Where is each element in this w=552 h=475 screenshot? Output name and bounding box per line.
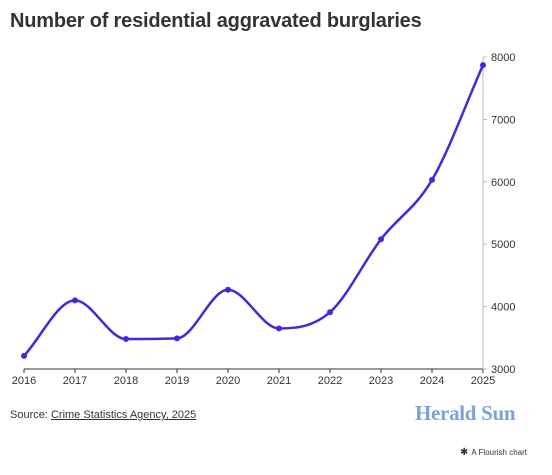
data-point (225, 286, 231, 293)
x-tick-label: 2023 (369, 375, 393, 387)
flourish-credit[interactable]: ✱ A Flourish chart (460, 446, 527, 458)
x-tick-label: 2025 (471, 375, 495, 387)
y-tick-label: 4000 (491, 302, 515, 314)
data-point (327, 309, 333, 316)
x-tick-label: 2020 (216, 375, 240, 387)
flourish-star-icon: ✱ (460, 446, 469, 458)
source-link[interactable]: Crime Statistics Agency, 2025 (50, 409, 197, 421)
data-point (480, 62, 486, 69)
x-tick-label: 2021 (267, 375, 291, 387)
data-point (123, 336, 129, 343)
x-tick-label: 2016 (12, 375, 36, 387)
y-tick-label: 3000 (491, 364, 515, 376)
line-chart: 2016 2017 2018 2019 2020 2021 2022 2023 2024 2025… (12, 52, 516, 387)
chart-title: Number of residential aggravated burglar… (10, 10, 422, 32)
source-prefix: Source: (10, 409, 51, 421)
y-tick-label: 7000 (491, 114, 515, 126)
y-tick-label: 5000 (491, 239, 515, 251)
x-tick-label: 2022 (318, 375, 342, 387)
flourish-credit-label: A Flourish chart (471, 448, 527, 457)
data-point (378, 236, 384, 243)
data-point (72, 297, 78, 304)
x-tick-label: 2017 (63, 375, 87, 387)
data-point (429, 176, 435, 183)
data-point (174, 335, 180, 342)
x-tick-label: 2019 (165, 375, 189, 387)
data-point (276, 325, 282, 332)
data-point (21, 352, 27, 359)
series-line (22, 63, 485, 358)
brand-logo: Herald Sun (415, 401, 516, 425)
y-tick-label: 8000 (491, 52, 515, 64)
x-tick-label: 2024 (420, 375, 444, 387)
source-note: Source: Crime Statistics Agency, 2025 (10, 409, 196, 421)
y-tick-label: 6000 (491, 177, 515, 189)
x-tick-label: 2018 (114, 375, 138, 387)
